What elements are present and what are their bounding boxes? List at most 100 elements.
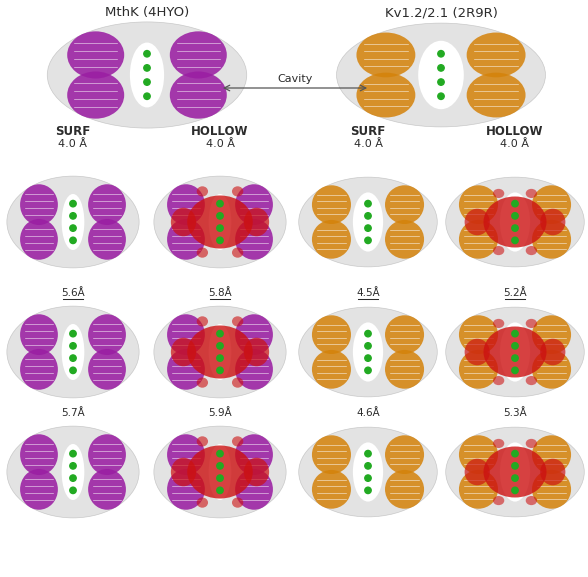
Ellipse shape	[171, 458, 196, 486]
Ellipse shape	[88, 349, 126, 389]
Ellipse shape	[459, 220, 498, 258]
Ellipse shape	[299, 307, 437, 397]
Ellipse shape	[235, 314, 273, 355]
Ellipse shape	[353, 443, 383, 501]
Ellipse shape	[532, 315, 571, 354]
Ellipse shape	[299, 177, 437, 267]
Circle shape	[144, 51, 150, 57]
Ellipse shape	[500, 192, 530, 252]
Ellipse shape	[232, 377, 243, 388]
Ellipse shape	[187, 445, 253, 499]
Ellipse shape	[130, 43, 164, 107]
Ellipse shape	[418, 41, 464, 109]
Ellipse shape	[235, 469, 273, 509]
Circle shape	[217, 237, 223, 243]
Ellipse shape	[167, 314, 205, 355]
Text: 5.9Å: 5.9Å	[208, 408, 232, 418]
Ellipse shape	[500, 323, 530, 381]
Ellipse shape	[62, 194, 84, 250]
Circle shape	[438, 79, 444, 85]
Circle shape	[365, 367, 371, 373]
Ellipse shape	[20, 469, 58, 509]
Ellipse shape	[20, 184, 58, 225]
Ellipse shape	[493, 246, 505, 255]
Ellipse shape	[88, 434, 126, 475]
Ellipse shape	[244, 208, 269, 236]
Circle shape	[512, 225, 518, 231]
Circle shape	[70, 237, 76, 243]
Ellipse shape	[235, 349, 273, 389]
Ellipse shape	[526, 189, 537, 198]
Circle shape	[144, 79, 150, 85]
Ellipse shape	[532, 350, 571, 389]
Ellipse shape	[385, 470, 424, 509]
Circle shape	[438, 51, 444, 57]
Ellipse shape	[88, 314, 126, 355]
Text: 5.2Å: 5.2Å	[503, 288, 527, 298]
Circle shape	[70, 355, 76, 361]
Ellipse shape	[154, 306, 286, 398]
Ellipse shape	[187, 325, 253, 379]
Ellipse shape	[540, 209, 566, 235]
Ellipse shape	[88, 219, 126, 260]
Ellipse shape	[356, 73, 415, 118]
Ellipse shape	[154, 426, 286, 518]
Circle shape	[217, 225, 223, 231]
Text: 5.3Å: 5.3Å	[503, 408, 527, 418]
Ellipse shape	[532, 220, 571, 258]
Ellipse shape	[526, 496, 537, 505]
Ellipse shape	[167, 469, 205, 509]
Circle shape	[512, 367, 518, 373]
Ellipse shape	[312, 470, 351, 509]
Ellipse shape	[493, 376, 505, 385]
Ellipse shape	[209, 444, 231, 500]
Circle shape	[70, 213, 76, 219]
Circle shape	[365, 475, 371, 481]
Ellipse shape	[197, 497, 208, 508]
Text: 5.6Å: 5.6Å	[61, 288, 85, 298]
Ellipse shape	[197, 436, 208, 447]
Circle shape	[70, 487, 76, 493]
Circle shape	[512, 237, 518, 243]
Ellipse shape	[385, 315, 424, 354]
Circle shape	[365, 331, 371, 337]
Circle shape	[70, 367, 76, 373]
Ellipse shape	[232, 316, 243, 327]
Ellipse shape	[197, 248, 208, 258]
Circle shape	[512, 343, 518, 349]
Circle shape	[512, 475, 518, 481]
Circle shape	[217, 331, 223, 337]
Text: SURF: SURF	[350, 125, 386, 138]
Ellipse shape	[171, 208, 196, 236]
Circle shape	[512, 213, 518, 219]
Circle shape	[512, 487, 518, 493]
Text: HOLLOW: HOLLOW	[191, 125, 249, 138]
Circle shape	[70, 475, 76, 481]
Ellipse shape	[170, 72, 227, 119]
Ellipse shape	[235, 219, 273, 260]
Ellipse shape	[7, 306, 139, 398]
Text: 4.6Å: 4.6Å	[356, 408, 380, 418]
Text: SURF: SURF	[55, 125, 91, 138]
Ellipse shape	[353, 192, 383, 252]
Circle shape	[365, 213, 371, 219]
Ellipse shape	[88, 184, 126, 225]
Circle shape	[217, 487, 223, 493]
Ellipse shape	[170, 31, 227, 78]
Ellipse shape	[336, 23, 546, 127]
Circle shape	[70, 451, 76, 457]
Ellipse shape	[7, 176, 139, 268]
Ellipse shape	[312, 315, 351, 354]
Ellipse shape	[526, 246, 537, 255]
Ellipse shape	[446, 177, 584, 267]
Ellipse shape	[483, 327, 546, 377]
Circle shape	[438, 93, 444, 99]
Ellipse shape	[312, 185, 351, 224]
Ellipse shape	[465, 339, 490, 365]
Ellipse shape	[493, 319, 505, 328]
Ellipse shape	[20, 349, 58, 389]
Ellipse shape	[493, 189, 505, 198]
Ellipse shape	[312, 350, 351, 389]
Ellipse shape	[20, 219, 58, 260]
Text: MthK (4HYO): MthK (4HYO)	[105, 6, 189, 19]
